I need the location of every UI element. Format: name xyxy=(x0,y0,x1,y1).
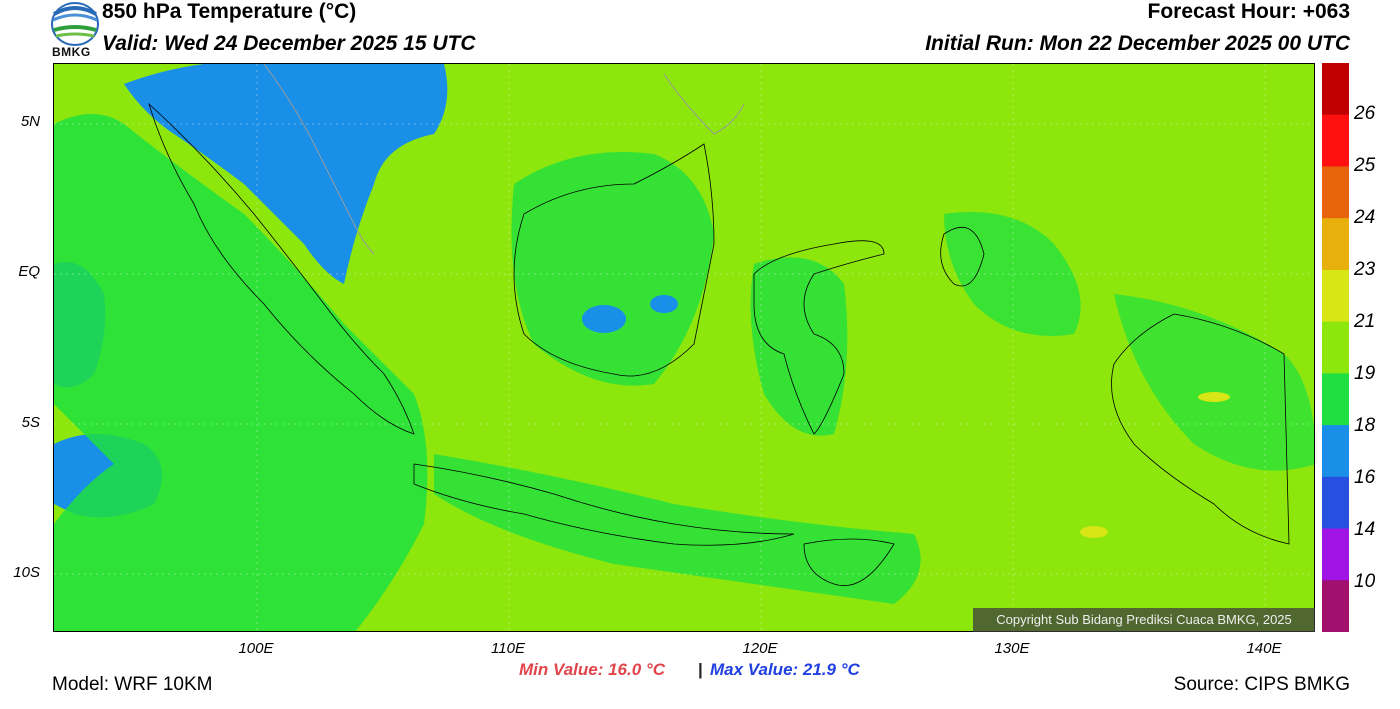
bmkg-logo-icon xyxy=(50,0,100,60)
lat-label: 10S xyxy=(13,564,40,581)
copyright-notice: Copyright Sub Bidang Prediksi Cuaca BMKG… xyxy=(973,608,1315,632)
lon-label: 120E xyxy=(742,640,778,657)
lat-label: EQ xyxy=(18,263,40,280)
colorbar-segment xyxy=(1322,114,1349,167)
lat-label: 5N xyxy=(20,113,40,130)
logo-text: BMKG xyxy=(52,45,91,59)
colorbar-segment xyxy=(1322,425,1349,478)
graticule xyxy=(54,64,1314,631)
colorbar-label: 23 xyxy=(1354,259,1376,280)
valid-time: Valid: Wed 24 December 2025 15 UTC xyxy=(102,32,476,55)
green-region-sulawesi xyxy=(750,257,848,436)
colorbar-segment xyxy=(1322,476,1349,530)
map-svg xyxy=(54,64,1314,631)
temperature-map[interactable] xyxy=(53,63,1315,632)
initial-run: Initial Run: Mon 22 December 2025 00 UTC xyxy=(925,32,1350,55)
malay-peninsula-outline xyxy=(263,64,375,255)
green-region-maluku xyxy=(944,212,1081,336)
colorbar-label: 21 xyxy=(1354,311,1376,332)
colorbar-label: 16 xyxy=(1354,467,1376,488)
lon-label: 110E xyxy=(491,640,525,657)
source-label: Source: CIPS BMKG xyxy=(1173,674,1350,695)
colorbar-label: 10 xyxy=(1354,571,1376,592)
colorbar-label: 19 xyxy=(1354,363,1376,384)
java-outline xyxy=(413,463,795,546)
timor-outline xyxy=(803,538,895,586)
model-label: Model: WRF 10KM xyxy=(52,674,213,695)
coastlines xyxy=(148,102,1290,586)
halmahera-outline xyxy=(940,226,985,287)
lon-label: 140E xyxy=(1246,640,1282,657)
colorbar-segment xyxy=(1322,528,1349,581)
papua-outline xyxy=(1111,313,1290,545)
map-title: 850 hPa Temperature (°C) xyxy=(102,0,357,23)
green-region-sumatra xyxy=(54,114,428,631)
colorbar-segment xyxy=(1322,580,1349,633)
colorbar-label: 26 xyxy=(1354,103,1376,124)
colorbar-label: 24 xyxy=(1354,207,1376,228)
lat-label: 5S xyxy=(21,414,40,431)
colorbar-segment xyxy=(1322,63,1349,116)
green-region-borneo xyxy=(511,152,714,386)
colorbar-label: 14 xyxy=(1354,519,1376,540)
colorbar-segment xyxy=(1322,373,1349,426)
colorbar-segment xyxy=(1322,218,1349,271)
colorbar-segment xyxy=(1322,321,1349,374)
sumatra-outline xyxy=(148,102,415,435)
sulawesi-outline xyxy=(753,240,885,435)
colorbar-svg xyxy=(1322,63,1349,633)
cold-region-north xyxy=(124,64,448,284)
colorbar-label: 18 xyxy=(1354,415,1376,436)
warm-spot-papua xyxy=(1198,392,1230,402)
cold-spot-borneo xyxy=(582,305,626,333)
colorbar xyxy=(1322,63,1349,633)
lon-label: 130E xyxy=(994,640,1030,657)
colorbar-segment xyxy=(1322,269,1349,323)
green-region-papua xyxy=(1114,294,1314,471)
lon-label: 100E xyxy=(238,640,274,657)
colorbar-segment xyxy=(1322,166,1349,219)
warm-spot-arafura xyxy=(1080,526,1108,538)
colorbar-label: 25 xyxy=(1354,155,1376,176)
north-borneo-outline xyxy=(663,73,745,135)
forecast-hour: Forecast Hour: +063 xyxy=(1147,0,1351,23)
cold-spot-borneo-2 xyxy=(650,295,678,313)
max-value: Max Value: 21.9 °C xyxy=(710,660,860,679)
min-value: Min Value: 16.0 °C xyxy=(519,660,665,679)
stats-separator: | xyxy=(698,660,703,679)
green-region-java-nusa xyxy=(434,454,921,604)
borneo-outline xyxy=(513,143,715,377)
